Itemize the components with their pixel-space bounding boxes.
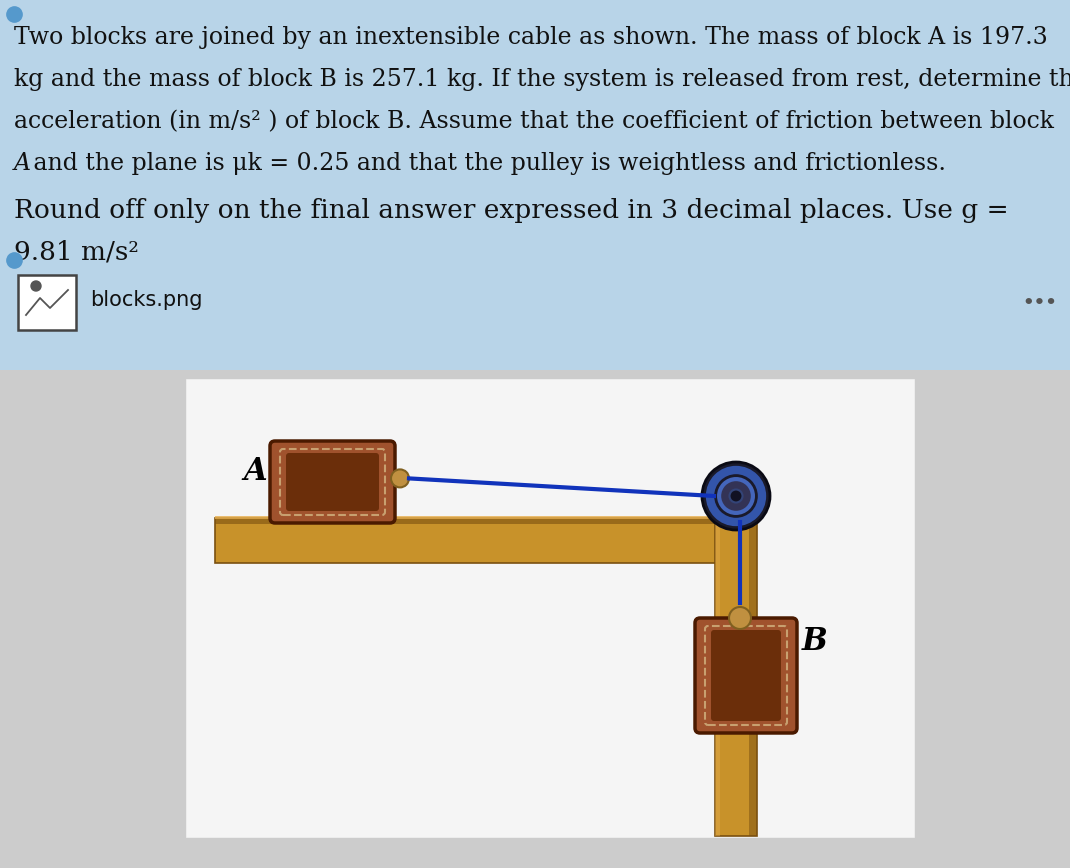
Bar [0,348,1070,868]
FancyBboxPatch shape [270,441,395,523]
FancyBboxPatch shape [710,630,781,721]
Bar [749,518,756,836]
Text: blocks.png: blocks.png [90,291,202,311]
Bar [715,518,720,836]
Text: 9.81 m/s²: 9.81 m/s² [14,240,139,265]
Circle shape [391,470,409,488]
Text: kg and the mass of block B is 257.1 kg. If the system is released from rest, det: kg and the mass of block B is 257.1 kg. … [14,68,1070,91]
Text: B: B [802,627,828,657]
Bar [215,518,755,563]
Bar [215,516,755,519]
Text: A: A [243,456,268,487]
Bar [185,378,915,838]
FancyBboxPatch shape [286,453,379,511]
Bar [215,518,755,524]
Text: and the plane is μk = 0.25 and that the pulley is weightless and frictionless.: and the plane is μk = 0.25 and that the … [26,152,946,175]
Circle shape [702,462,770,530]
Text: •••: ••• [1023,294,1057,312]
Circle shape [719,479,753,513]
Text: Round off only on the final answer expressed in 3 decimal places. Use g =: Round off only on the final answer expre… [14,198,1009,223]
Circle shape [730,490,743,503]
Text: acceleration (in m/s² ) of block B. Assume that the coefficient of friction betw: acceleration (in m/s² ) of block B. Assu… [14,110,1054,133]
Bar [715,518,756,836]
FancyBboxPatch shape [696,618,797,733]
Bar [18,275,76,330]
Text: Two blocks are joined by an inextensible cable as shown. The mass of block A is : Two blocks are joined by an inextensible… [14,26,1048,49]
Bar [0,0,1070,370]
Text: A: A [14,152,31,175]
Circle shape [31,281,41,291]
Circle shape [729,607,751,629]
